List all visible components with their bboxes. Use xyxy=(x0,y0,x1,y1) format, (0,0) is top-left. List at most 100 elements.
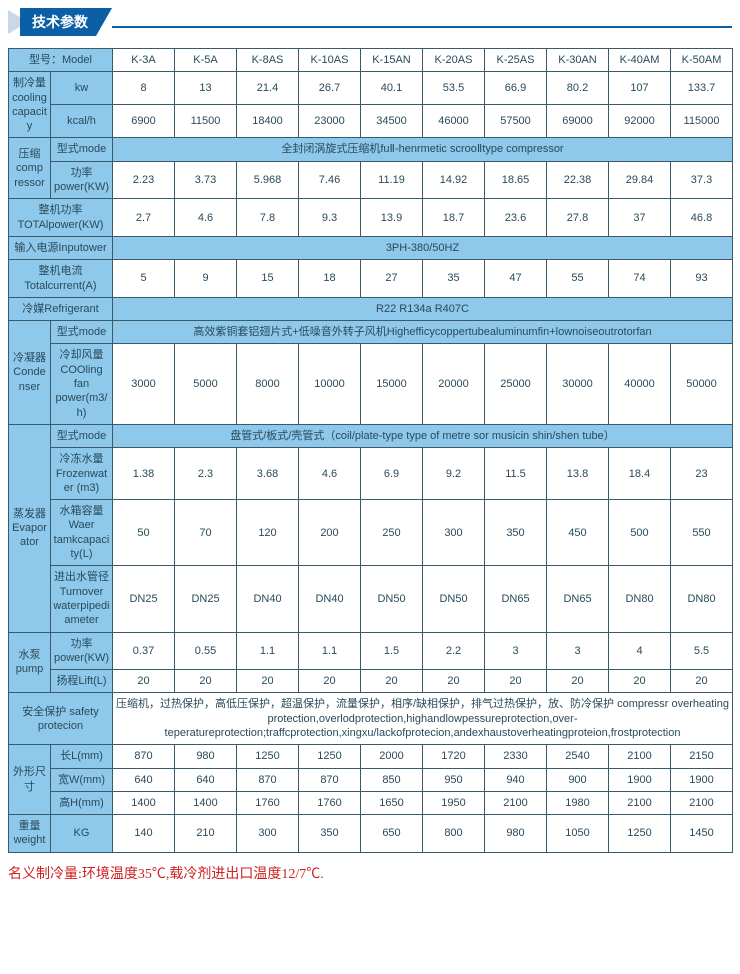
data-cell: 0.55 xyxy=(175,632,237,670)
data-cell: 300 xyxy=(237,815,299,853)
data-cell: 15 xyxy=(237,260,299,298)
data-cell: 200 xyxy=(299,500,361,566)
data-cell: 29.84 xyxy=(609,161,671,199)
input-power-label: 输入电源Inputower xyxy=(9,236,113,259)
data-cell: 120 xyxy=(237,500,299,566)
cond-type-text: 高效紫铜套铝翅片式+低噪音外转子风机Highefficycoppertubeal… xyxy=(113,321,733,344)
data-cell: 7.8 xyxy=(237,199,299,237)
data-cell: 140 xyxy=(113,815,175,853)
data-cell: 5000 xyxy=(175,344,237,424)
data-cell: 27 xyxy=(361,260,423,298)
evap-tank-label: 水箱容量Waer tamkcapacity(L) xyxy=(51,500,113,566)
evap-type-label: 型式mode xyxy=(51,424,113,447)
data-cell: 980 xyxy=(175,745,237,768)
data-cell: 6.9 xyxy=(361,448,423,500)
safety-label: 安全保护 safety protecion xyxy=(9,693,113,745)
data-cell: 20 xyxy=(361,670,423,693)
data-cell: 10000 xyxy=(299,344,361,424)
data-cell: 15000 xyxy=(361,344,423,424)
data-cell: 2540 xyxy=(547,745,609,768)
data-cell: 20 xyxy=(113,670,175,693)
data-cell: 13.9 xyxy=(361,199,423,237)
data-cell: 21.4 xyxy=(237,72,299,105)
data-cell: 46000 xyxy=(423,105,485,138)
data-cell: 20 xyxy=(299,670,361,693)
data-cell: DN65 xyxy=(547,566,609,632)
data-cell: 870 xyxy=(299,768,361,791)
data-cell: 20 xyxy=(237,670,299,693)
data-cell: 550 xyxy=(671,500,733,566)
data-cell: 20000 xyxy=(423,344,485,424)
data-cell: 18 xyxy=(299,260,361,298)
data-cell: 2100 xyxy=(609,791,671,814)
dims-H-label: 高H(mm) xyxy=(51,791,113,814)
data-cell: 7.46 xyxy=(299,161,361,199)
data-cell: 1400 xyxy=(175,791,237,814)
data-cell: 900 xyxy=(547,768,609,791)
data-cell: 640 xyxy=(113,768,175,791)
data-cell: 1980 xyxy=(547,791,609,814)
data-cell: 57500 xyxy=(485,105,547,138)
data-cell: 93 xyxy=(671,260,733,298)
data-cell: 1050 xyxy=(547,815,609,853)
data-cell: 35 xyxy=(423,260,485,298)
data-cell: 5 xyxy=(113,260,175,298)
data-cell: 70 xyxy=(175,500,237,566)
model-cell: K-30AN xyxy=(547,49,609,72)
data-cell: 133.7 xyxy=(671,72,733,105)
data-cell: 980 xyxy=(485,815,547,853)
data-cell: 47 xyxy=(485,260,547,298)
data-cell: 14.92 xyxy=(423,161,485,199)
spec-table: 型号：ModelK-3AK-5AK-8ASK-10ASK-15ANK-20ASK… xyxy=(8,48,733,853)
cooling-kw-label: kw xyxy=(51,72,113,105)
data-cell: 80.2 xyxy=(547,72,609,105)
data-cell: 1.5 xyxy=(361,632,423,670)
data-cell: 66.9 xyxy=(485,72,547,105)
header-band: 技术参数 xyxy=(8,8,732,36)
data-cell: 6900 xyxy=(113,105,175,138)
data-cell: 850 xyxy=(361,768,423,791)
data-cell: 74 xyxy=(609,260,671,298)
data-cell: 1760 xyxy=(237,791,299,814)
data-cell: 20 xyxy=(175,670,237,693)
data-cell: 940 xyxy=(485,768,547,791)
data-cell: DN40 xyxy=(237,566,299,632)
data-cell: 1250 xyxy=(609,815,671,853)
data-cell: 870 xyxy=(113,745,175,768)
data-cell: 34500 xyxy=(361,105,423,138)
data-cell: DN25 xyxy=(175,566,237,632)
data-cell: DN40 xyxy=(299,566,361,632)
data-cell: 2.23 xyxy=(113,161,175,199)
model-cell: K-15AN xyxy=(361,49,423,72)
data-cell: 22.38 xyxy=(547,161,609,199)
data-cell: 5.5 xyxy=(671,632,733,670)
data-cell: 1.1 xyxy=(299,632,361,670)
data-cell: 11.5 xyxy=(485,448,547,500)
data-cell: 50 xyxy=(113,500,175,566)
data-cell: 3.73 xyxy=(175,161,237,199)
data-cell: 92000 xyxy=(609,105,671,138)
evap-group: 蒸发器Evaporator xyxy=(9,424,51,632)
model-cell: K-40AM xyxy=(609,49,671,72)
dims-group: 外形尺寸 xyxy=(9,745,51,815)
data-cell: 650 xyxy=(361,815,423,853)
cond-type-label: 型式mode xyxy=(51,321,113,344)
data-cell: 2330 xyxy=(485,745,547,768)
model-cell: K-3A xyxy=(113,49,175,72)
data-cell: 13.8 xyxy=(547,448,609,500)
data-cell: 2100 xyxy=(671,791,733,814)
data-cell: 107 xyxy=(609,72,671,105)
model-cell: K-10AS xyxy=(299,49,361,72)
refrig-text: R22 R134a R407C xyxy=(113,297,733,320)
data-cell: 18.4 xyxy=(609,448,671,500)
total-current-label: 整机电流 Totalcurrent(A) xyxy=(9,260,113,298)
data-cell: 40000 xyxy=(609,344,671,424)
header-line xyxy=(112,26,732,28)
comp-type-label: 型式mode xyxy=(51,138,113,161)
pump-power-label: 功率power(KW) xyxy=(51,632,113,670)
input-power-text: 3PH-380/50HZ xyxy=(113,236,733,259)
evap-pipe-label: 进出水管径Turnover waterpipedi ameter xyxy=(51,566,113,632)
data-cell: 4.6 xyxy=(175,199,237,237)
data-cell: 46.8 xyxy=(671,199,733,237)
data-cell: 500 xyxy=(609,500,671,566)
